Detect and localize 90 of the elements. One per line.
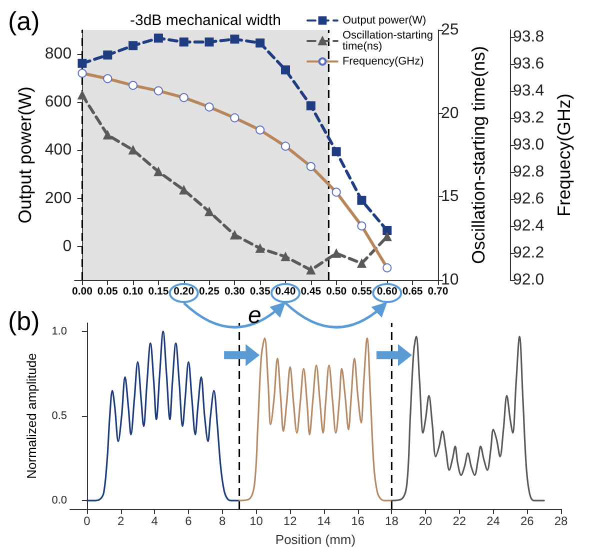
y3-tick-label: 93.6 (512, 55, 544, 72)
line-series (390, 336, 545, 502)
legend-label: Oscillation-starting time(ns) (342, 30, 436, 52)
point (154, 34, 163, 43)
y3-tick-label: 93.8 (512, 28, 544, 46)
legend-label: Frequency(GHz) (342, 56, 424, 68)
point (332, 147, 341, 156)
x-tick-label: 0.20 (174, 286, 194, 298)
point (128, 41, 138, 50)
y3-tick-label: 92.4 (512, 217, 544, 234)
x-tick-label: 0.50 (326, 286, 347, 298)
line-series (238, 337, 392, 502)
y-tick-label: 200 (44, 190, 72, 207)
x-tick-label: 0.15 (148, 286, 169, 298)
y-tick-label: 600 (44, 94, 72, 111)
point (382, 226, 392, 235)
point (256, 38, 265, 48)
y-tick-label: 800 (44, 46, 72, 63)
y3-tick-label: 93.4 (512, 82, 544, 100)
point (103, 50, 112, 60)
x-tick-label: 8 (219, 514, 226, 528)
x-tick-label: 0.25 (199, 286, 220, 298)
x-axis-title: Position (mm) (275, 532, 356, 547)
x-tick-label: 0.05 (97, 286, 118, 298)
line-series (86, 330, 240, 502)
x-tick-label: 0.60 (376, 286, 398, 298)
x-tick-label: 4 (151, 514, 158, 528)
x-tick-label: 0.45 (300, 286, 322, 298)
y-axis-title: Normalized amplitude (24, 353, 39, 479)
y2-tick-label: 20 (440, 104, 459, 122)
x-tick-label: 16 (351, 514, 365, 528)
x-tick-label: 14 (317, 514, 331, 528)
x-tick-label: 28 (554, 514, 568, 528)
x-tick-label: 0.40 (275, 286, 296, 298)
x-tick-label: 0.70 (428, 286, 448, 298)
point (204, 38, 214, 47)
x-tick-label: 0.35 (250, 286, 270, 298)
point (357, 196, 366, 205)
point (256, 244, 265, 253)
x-tick-label: 24 (486, 514, 500, 528)
point (382, 232, 392, 242)
point (78, 90, 87, 100)
x-tick-label: 20 (418, 514, 433, 528)
x-tick-label: 0.10 (122, 286, 144, 298)
point (306, 101, 316, 110)
y2-tick-label: 25 (440, 22, 459, 38)
point (281, 252, 290, 262)
point (357, 258, 366, 268)
x-tick-label: 22 (452, 514, 466, 528)
point (78, 58, 87, 68)
y3-tick-label: 92.8 (512, 163, 544, 180)
point (103, 130, 112, 140)
y3-tick-label: 93.0 (512, 136, 544, 154)
point (230, 230, 240, 240)
y3-tick-label: 93.2 (512, 109, 544, 126)
annotation: e (248, 302, 262, 329)
y-tick-label: 0 (62, 238, 72, 255)
x-tick-label: 12 (283, 514, 298, 528)
x-tick-label: 0 (84, 514, 91, 528)
x-tick-label: 0.00 (72, 286, 93, 298)
y3-tick-label: 92.6 (512, 190, 544, 208)
y-tick-label: 0.5 (52, 410, 67, 422)
point (306, 266, 316, 274)
y-tick-label: 1.0 (52, 325, 67, 338)
x-tick-label: 0.55 (352, 286, 372, 298)
point (230, 34, 240, 44)
x-tick-label: 10 (250, 514, 264, 528)
y3-tick-label: 92.0 (512, 272, 544, 288)
point (204, 207, 214, 216)
point (154, 167, 163, 176)
point (332, 248, 341, 258)
y-tick-label: 400 (44, 142, 72, 159)
x-tick-label: 0.30 (224, 286, 246, 298)
x-tick-label: 0.65 (402, 286, 423, 298)
y3-tick-label: 92.2 (512, 244, 544, 262)
y3-axis-title: Frequecy(GHz) (554, 93, 574, 217)
x-tick-label: 2 (117, 514, 124, 528)
x-tick-label: 6 (185, 514, 192, 528)
text: (a) (8, 6, 40, 36)
x-tick-label: 26 (520, 514, 534, 528)
text: (b) (8, 306, 40, 336)
legend-label: Output power(W) (342, 14, 426, 26)
point (281, 65, 290, 74)
y2-axis-title: Oscillation-starting time(ns) (468, 46, 489, 264)
point (179, 38, 188, 47)
y-tick-label: 0.0 (52, 494, 67, 507)
y2-tick-label: 15 (440, 188, 459, 206)
x-tick-label: 18 (385, 514, 399, 528)
y-axis-title: Output power(W) (15, 86, 35, 224)
band-label: -3dB mechanical width (130, 12, 281, 29)
